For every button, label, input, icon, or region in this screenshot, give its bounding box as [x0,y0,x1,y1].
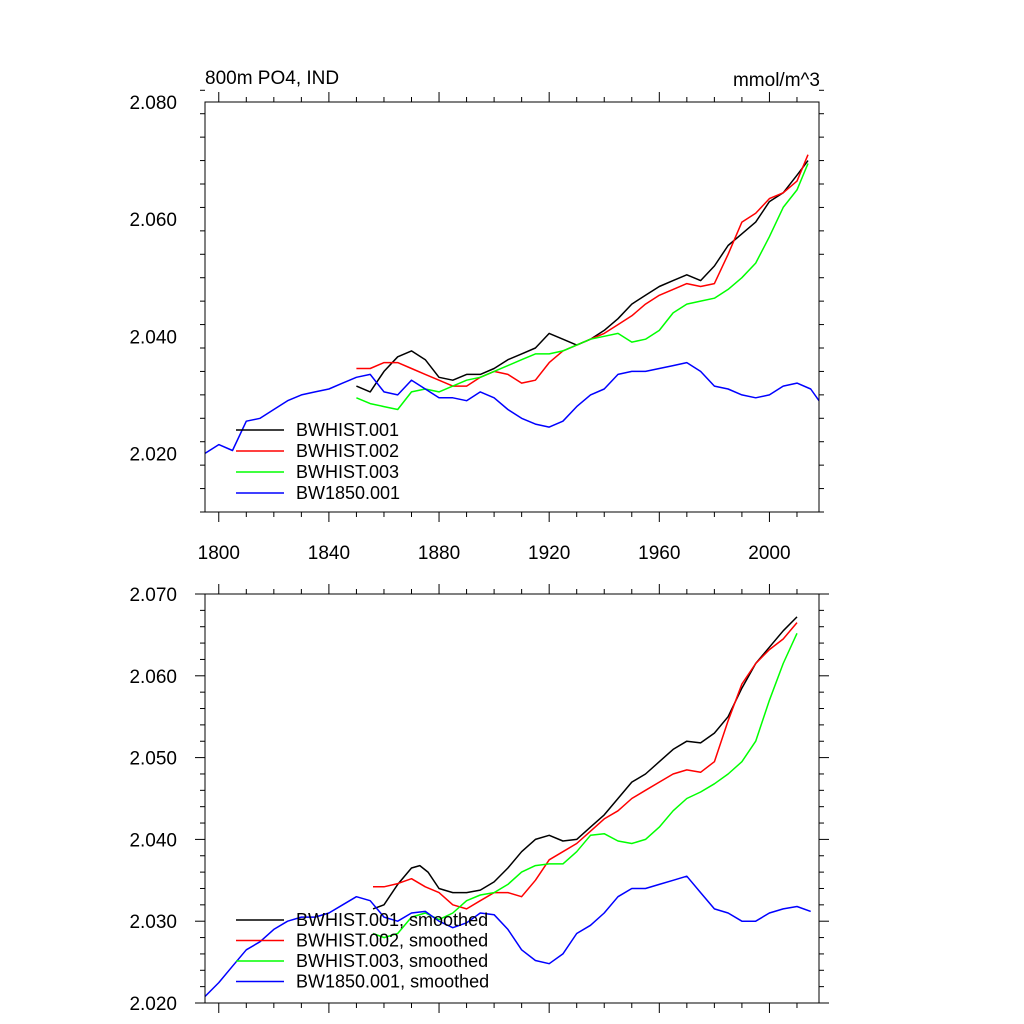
ticks-layer: 2.020 2.030 2.040 2.050 2.060 2.070 [129,584,829,1015]
legend-label-1: BWHIST.001 [296,420,399,440]
series-line-3 [372,632,798,939]
series-line-2 [373,622,798,910]
plot-frame [204,101,820,513]
ticks-layer: 1800 1840 1880 1920 1960 2000 2.020 2.040 2.060 2… [129,89,824,564]
x-tick-label: 1960 [638,543,680,564]
y-tick-label: 2.070 [129,585,177,606]
y-tick-label: 2.020 [129,444,177,465]
top-chart: 800m PO4, IND mmol/m^3 1800 1840 1880 1920 1… [129,68,824,564]
legend-label-3: BWHIST.003, smoothed [296,951,488,971]
x-tick-label: 1840 [308,543,350,564]
legend-label-4: BW1850.001, smoothed [296,972,489,992]
y-tick-label: 2.040 [129,830,177,851]
y-tick-label: 2.080 [129,93,177,114]
plot-frame [204,593,820,1004]
x-tick-label: 1920 [528,543,570,564]
series-line-3 [356,163,809,411]
legend-label-1: BWHIST.001, smoothed [296,910,488,930]
series-line-1 [356,160,809,393]
x-tick-label: 1800 [198,543,240,564]
legend-label-3: BWHIST.003 [296,462,399,482]
legend-label-4: BW1850.001 [296,483,400,503]
x-tick-label: 2000 [748,543,790,564]
series-line-2 [356,154,809,387]
units-label: mmol/m^3 [733,70,820,91]
bottom-chart: 2.020 2.030 2.040 2.050 2.060 2.070 BWHIST.00… [129,584,829,1015]
y-tick-label: 2.020 [129,994,177,1015]
y-tick-label: 2.050 [129,749,177,770]
chart-title: 800m PO4, IND [205,68,339,89]
series-layer [204,616,811,998]
y-tick-label: 2.040 [129,327,177,348]
legend-label-2: BWHIST.002, smoothed [296,931,488,951]
series-line-4 [204,361,820,455]
y-tick-label: 2.030 [129,912,177,933]
series-layer [204,154,820,455]
y-tick-label: 2.060 [129,667,177,688]
series-line-4 [204,875,811,998]
series-line-1 [372,616,798,910]
x-tick-label: 1880 [418,543,460,564]
y-tick-label: 2.060 [129,210,177,231]
legend-label-2: BWHIST.002 [296,441,399,461]
